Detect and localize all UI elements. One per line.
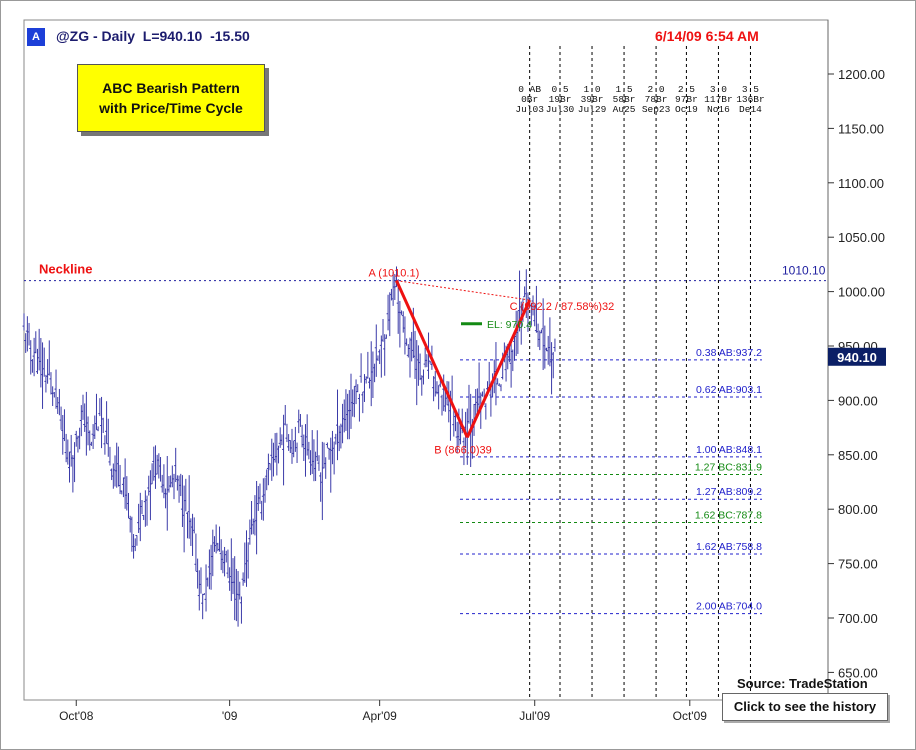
time-cycle-label: 78Br bbox=[645, 94, 668, 105]
y-tick-label: 650.00 bbox=[838, 665, 878, 680]
neckline-label: Neckline bbox=[39, 262, 92, 277]
time-cycle-label: Oc19 bbox=[675, 104, 698, 115]
y-tick-label: 900.00 bbox=[838, 393, 878, 408]
fib-level-label: 1.27 AB:809.2 bbox=[696, 486, 762, 498]
history-button[interactable]: Click to see the history bbox=[722, 693, 888, 721]
time-cycle-label: Sep23 bbox=[642, 104, 671, 115]
time-cycle-label: 3.0 bbox=[710, 84, 727, 95]
neckline-value: 1010.10 bbox=[782, 264, 826, 278]
time-cycle-label: 97Br bbox=[675, 94, 698, 105]
time-cycle-label: No16 bbox=[707, 104, 730, 115]
time-cycle-label: Jul29 bbox=[578, 104, 607, 115]
ac-retracement-line bbox=[396, 280, 530, 301]
fib-level-label: 0.62 AB:903.1 bbox=[696, 384, 762, 396]
time-cycle-label: 2.5 bbox=[678, 84, 695, 95]
time-cycle-label: 0 AB bbox=[518, 84, 541, 95]
source-label: Source: TradeStation bbox=[737, 676, 868, 691]
y-tick-label: 750.00 bbox=[838, 557, 878, 572]
abc-point-label: B (866.0)39 bbox=[434, 444, 491, 456]
y-tick-label: 1200.00 bbox=[838, 67, 885, 82]
time-cycle-label: Au25 bbox=[613, 104, 636, 115]
time-cycle-label: 0.5 bbox=[551, 84, 568, 95]
time-cycle-label: 39Br bbox=[581, 94, 604, 105]
fib-level-label: 1.27 BC:831.9 bbox=[695, 461, 762, 473]
fib-level-label: 0.38 AB:937.2 bbox=[696, 347, 762, 359]
pattern-title-line1: ABC Bearish Pattern bbox=[102, 80, 240, 96]
x-tick-label: Oct'09 bbox=[673, 709, 708, 723]
y-tick-label: 800.00 bbox=[838, 502, 878, 517]
time-cycle-label: 1.0 bbox=[583, 84, 600, 95]
y-tick-label: 1000.00 bbox=[838, 285, 885, 300]
abc-point-label: C (992.2 / 87.58%)32 bbox=[510, 301, 615, 313]
abc-pattern-leg bbox=[395, 279, 469, 439]
fib-level-label: 1.00 AB:848.1 bbox=[696, 444, 762, 456]
y-tick-label: 1150.00 bbox=[838, 121, 884, 136]
abc-point-label: A (1010.1) bbox=[369, 268, 420, 280]
entry-level-label: EL: 970.4 bbox=[487, 319, 532, 331]
time-cycle-label: 3.5 bbox=[742, 84, 759, 95]
time-cycle-label: 2.0 bbox=[648, 84, 665, 95]
time-cycle-label: 58Br bbox=[613, 94, 636, 105]
y-tick-label: 1100.00 bbox=[838, 176, 884, 191]
x-tick-label: '09 bbox=[222, 709, 238, 723]
time-cycle-label: Jul30 bbox=[546, 104, 575, 115]
y-tick-label: 850.00 bbox=[838, 448, 878, 463]
fib-level-label: 1.62 BC:787.8 bbox=[695, 509, 762, 521]
time-cycle-label: De14 bbox=[739, 104, 762, 115]
time-cycle-label: 136Br bbox=[736, 94, 765, 105]
y-tick-label: 1050.00 bbox=[838, 230, 885, 245]
time-cycle-label: 117Br bbox=[704, 94, 733, 105]
time-cycle-label: 0Br bbox=[521, 94, 538, 105]
symbol-badge[interactable]: A bbox=[27, 28, 45, 46]
timestamp: 6/14/09 6:54 AM bbox=[655, 28, 759, 44]
pattern-title-box: ABC Bearish Pattern with Price/Time Cycl… bbox=[77, 64, 265, 132]
last-price-label: 940.10 bbox=[837, 350, 877, 365]
x-tick-label: Oct'08 bbox=[59, 709, 94, 723]
fib-level-label: 2.00 AB:704.0 bbox=[696, 601, 762, 613]
x-tick-label: Jul'09 bbox=[519, 709, 550, 723]
symbol-line: @ZG - Daily L=940.10 -15.50 bbox=[56, 28, 250, 44]
x-tick-label: Apr'09 bbox=[362, 709, 397, 723]
fib-level-label: 1.62 AB:758.8 bbox=[696, 541, 762, 553]
abc-pattern-leg bbox=[465, 299, 532, 439]
time-cycle-label: 1.5 bbox=[615, 84, 632, 95]
y-tick-label: 700.00 bbox=[838, 611, 878, 626]
time-cycle-label: 19Br bbox=[549, 94, 572, 105]
time-cycle-label: Jul03 bbox=[515, 104, 544, 115]
last-price-box bbox=[828, 347, 886, 366]
pattern-title-line2: with Price/Time Cycle bbox=[99, 100, 243, 116]
